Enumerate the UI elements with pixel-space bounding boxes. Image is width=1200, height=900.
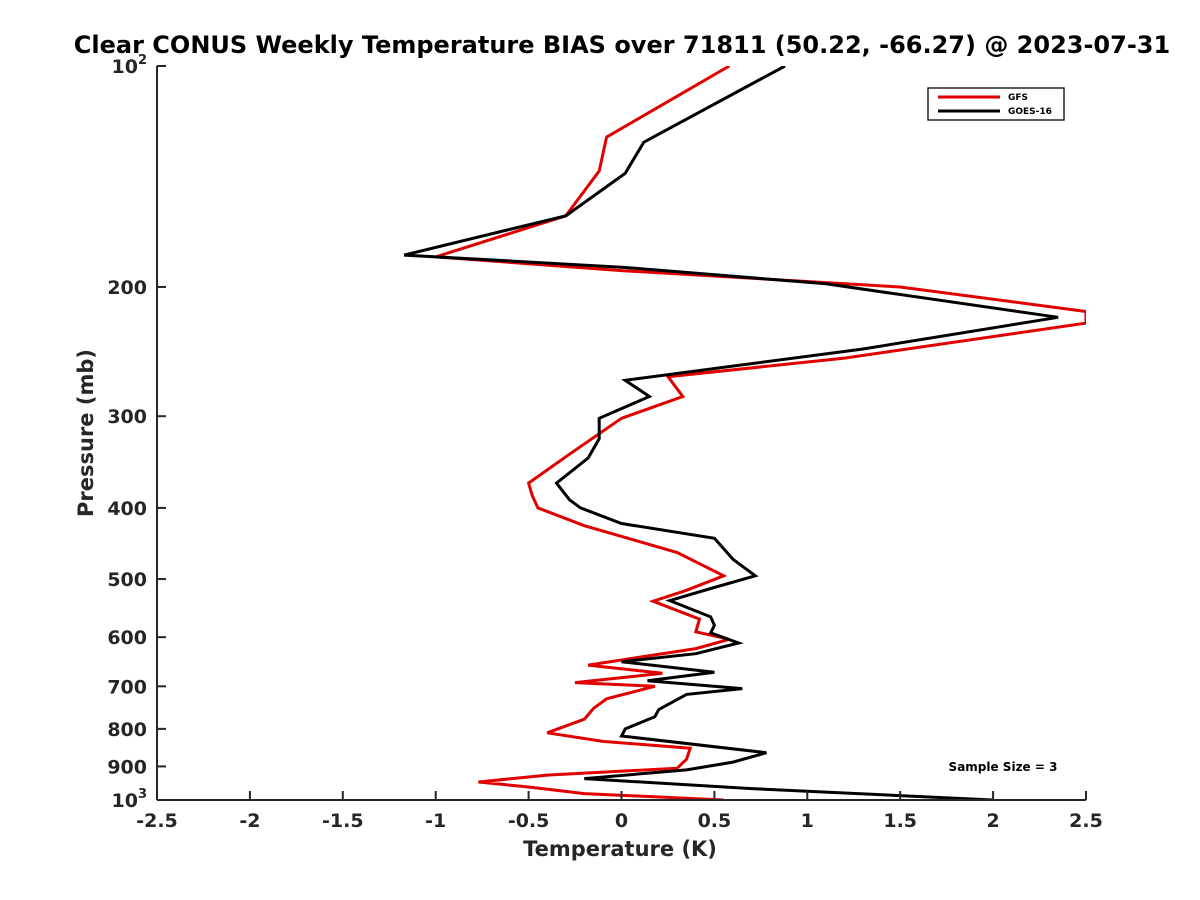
- x-tick-label: -1.5: [322, 810, 364, 832]
- x-tick-label: 0: [615, 810, 628, 832]
- y-tick-label: 300: [107, 406, 147, 428]
- y-axis-label: Pressure (mb): [74, 349, 98, 517]
- x-tick-label: -2: [239, 810, 260, 832]
- series-line-goes-16: [403, 66, 1059, 800]
- chart-title: Clear CONUS Weekly Temperature BIAS over…: [74, 31, 1170, 59]
- plot-lines: [403, 66, 1086, 800]
- x-tick-label: 2: [986, 810, 999, 832]
- y-tick-label: 200: [107, 277, 147, 299]
- legend-label: GOES-16: [1008, 107, 1052, 117]
- legend-box: [927, 87, 1065, 121]
- y-tick-label: 900: [107, 756, 147, 778]
- series-line-gfs: [435, 66, 1086, 800]
- legend-label: GFS: [1008, 93, 1028, 103]
- y-tick-label: 700: [107, 676, 147, 698]
- x-tick-label: -2.5: [136, 810, 178, 832]
- x-ticks: -2.5 -2 -1.5 -1 -0.5 0 0.5 1 1.5 2 2.5: [136, 791, 1103, 832]
- y-tick-label: 500: [107, 569, 147, 591]
- y-tick-label: 600: [107, 627, 147, 649]
- y-ticks: 102 200 300 400 500 600 700 800 900 103: [107, 53, 166, 812]
- x-tick-label: 2.5: [1069, 810, 1103, 832]
- x-tick-label: 1.5: [883, 810, 917, 832]
- x-tick-label: 1: [801, 810, 814, 832]
- y-tick-label: 800: [107, 719, 147, 741]
- sample-size-annotation: Sample Size = 3: [949, 760, 1058, 774]
- x-tick-label: -1: [425, 810, 446, 832]
- y-tick-label: 400: [107, 498, 147, 520]
- legend: GFS GOES-16: [927, 87, 1065, 121]
- x-tick-label: -0.5: [508, 810, 550, 832]
- x-axis-label: Temperature (K): [523, 837, 717, 861]
- y-tick-label: 102: [112, 53, 148, 78]
- y-tick-label: 103: [112, 787, 148, 812]
- x-tick-label: 0.5: [698, 810, 732, 832]
